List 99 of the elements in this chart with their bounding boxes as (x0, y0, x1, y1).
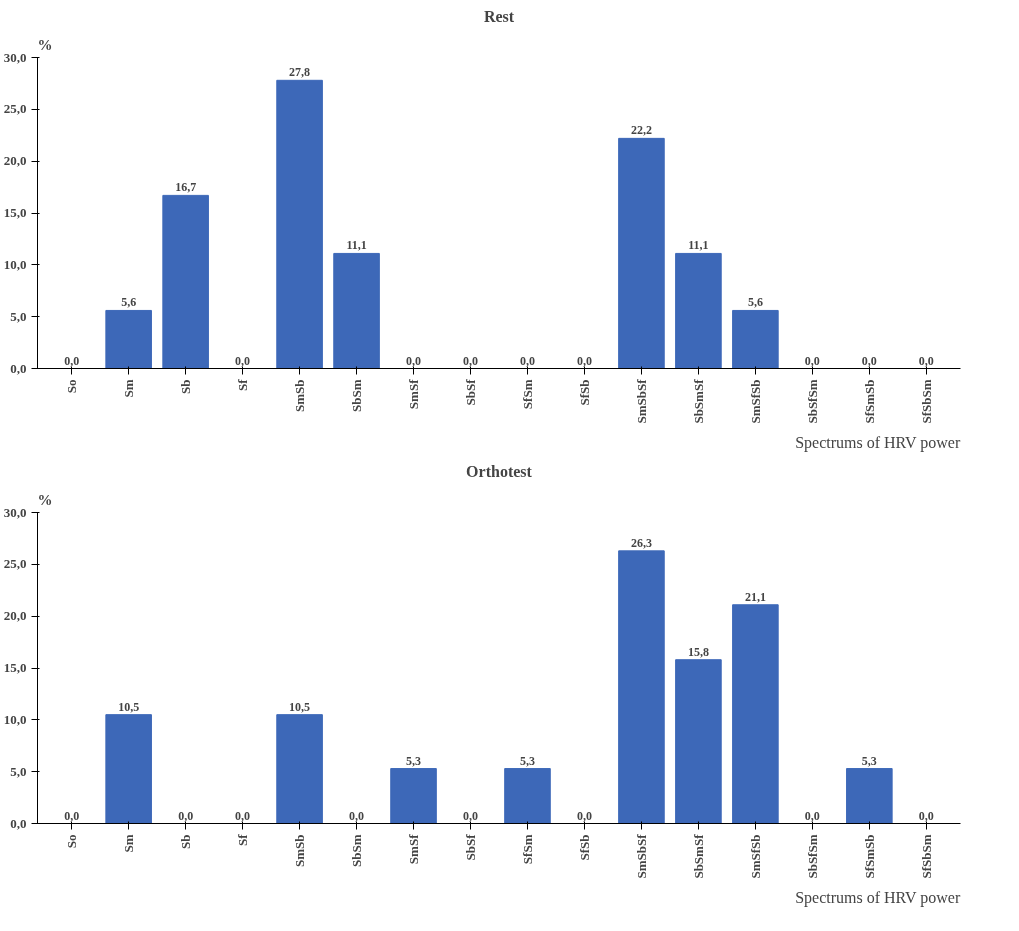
x-tick-label: SmSfSb (747, 834, 763, 879)
data-label: 0,0 (349, 808, 365, 823)
data-label: 0,0 (861, 353, 877, 368)
x-tick-label: Sf (235, 378, 251, 392)
x-tick-label: SfSbSm (918, 834, 934, 879)
data-label: 0,0 (235, 353, 251, 368)
y-tick-label: 15,0 (3, 205, 27, 220)
x-tick-label: SmSbSf (633, 378, 649, 424)
x-tick-label: SfSmSb (861, 379, 877, 424)
x-tick-label: SfSm (519, 834, 535, 865)
x-tick-label: SbSfSm (804, 834, 820, 879)
data-label: 0,0 (519, 353, 535, 368)
data-label: 22,2 (630, 123, 652, 138)
x-tick-label: SmSf (406, 378, 422, 410)
bar (675, 659, 722, 824)
bar (732, 604, 779, 824)
x-tick-label: So (64, 379, 80, 394)
x-tick-label: SbSf (463, 833, 479, 861)
bar (846, 768, 893, 824)
x-tick-label: SbSmSf (690, 833, 706, 879)
y-tick-label: 0,0 (10, 815, 27, 831)
y-tick-label: 5,0 (10, 308, 27, 324)
bar (618, 137, 665, 369)
data-label: 0,0 (576, 353, 592, 368)
data-label: 0,0 (64, 353, 80, 368)
y-tick-label: 0,0 (10, 360, 27, 376)
bar (276, 714, 323, 824)
data-label: 5,3 (861, 753, 877, 768)
x-tick-label: SfSbSm (918, 379, 934, 424)
x-tick-label: SmSbSf (633, 833, 649, 879)
bar (675, 252, 722, 369)
x-tick-label: SbSm (349, 379, 365, 413)
x-tick-label: SfSm (519, 379, 535, 410)
data-label: 5,3 (406, 753, 422, 768)
y-tick-label: 10,0 (3, 256, 27, 272)
y-tick-label: 5,0 (10, 763, 27, 779)
data-label: 15,8 (687, 644, 709, 659)
y-axis-title: % (37, 36, 53, 53)
y-tick-label: 20,0 (3, 608, 27, 624)
data-label: 0,0 (918, 353, 934, 368)
x-tick-label: Sb (178, 379, 194, 394)
x-tick-label: SbSmSf (690, 378, 706, 424)
y-tick-label: 25,0 (3, 556, 27, 572)
y-tick-label: 25,0 (3, 101, 27, 117)
y-tick-label: 30,0 (3, 49, 27, 65)
data-label: 10,5 (118, 699, 140, 714)
y-tick-label: 15,0 (3, 660, 27, 675)
x-tick-label: SfSmSb (861, 834, 877, 879)
bar (333, 252, 380, 369)
data-label: 0,0 (235, 808, 251, 823)
x-tick-label: Sm (121, 834, 137, 853)
data-label: 11,1 (346, 238, 367, 253)
bar (618, 550, 665, 824)
x-tick-label: SfSb (576, 834, 592, 861)
bar (162, 194, 209, 369)
data-label: 0,0 (918, 808, 934, 823)
bar (105, 309, 152, 369)
x-tick-label: SbSfSm (804, 379, 820, 424)
x-tick-label: Sm (121, 379, 137, 398)
x-tick-label: SmSb (292, 379, 308, 413)
data-label: 5,3 (519, 753, 535, 768)
x-tick-label: SmSfSb (747, 379, 763, 424)
data-label: 5,6 (121, 295, 137, 310)
y-tick-label: 30,0 (3, 504, 27, 520)
data-label: 0,0 (463, 808, 479, 823)
x-tick-label: SmSb (292, 834, 308, 868)
x-tick-label: Sb (178, 834, 194, 849)
x-tick-label: SfSb (576, 379, 592, 406)
data-label: 11,1 (688, 238, 709, 253)
x-tick-label: SbSm (349, 834, 365, 868)
data-label: 0,0 (463, 353, 479, 368)
chart-title: Orthotest (466, 462, 533, 480)
bar (504, 768, 551, 824)
x-tick-label: Sf (235, 833, 251, 847)
data-label: 0,0 (804, 808, 820, 823)
data-label: 0,0 (178, 808, 194, 823)
data-label: 0,0 (576, 808, 592, 823)
bar (105, 714, 152, 824)
x-axis-title: Spectrums of HRV power (795, 433, 961, 452)
x-tick-label: So (64, 834, 80, 849)
data-label: 0,0 (804, 353, 820, 368)
data-label: 27,8 (289, 65, 311, 80)
x-tick-label: SmSf (406, 833, 422, 865)
bar (276, 79, 323, 369)
data-label: 21,1 (744, 589, 766, 604)
y-tick-label: 10,0 (3, 711, 27, 727)
data-label: 0,0 (406, 353, 422, 368)
bar (732, 309, 779, 369)
data-label: 26,3 (630, 535, 652, 550)
y-tick-label: 20,0 (3, 153, 27, 169)
x-tick-label: SbSf (463, 378, 479, 406)
bar (390, 768, 437, 824)
chart-title: Rest (483, 7, 515, 25)
data-label: 16,7 (175, 180, 197, 195)
data-label: 0,0 (64, 808, 80, 823)
y-axis-title: % (37, 491, 53, 508)
data-label: 10,5 (289, 699, 311, 714)
data-label: 5,6 (747, 295, 763, 310)
x-axis-title: Spectrums of HRV power (795, 888, 961, 907)
